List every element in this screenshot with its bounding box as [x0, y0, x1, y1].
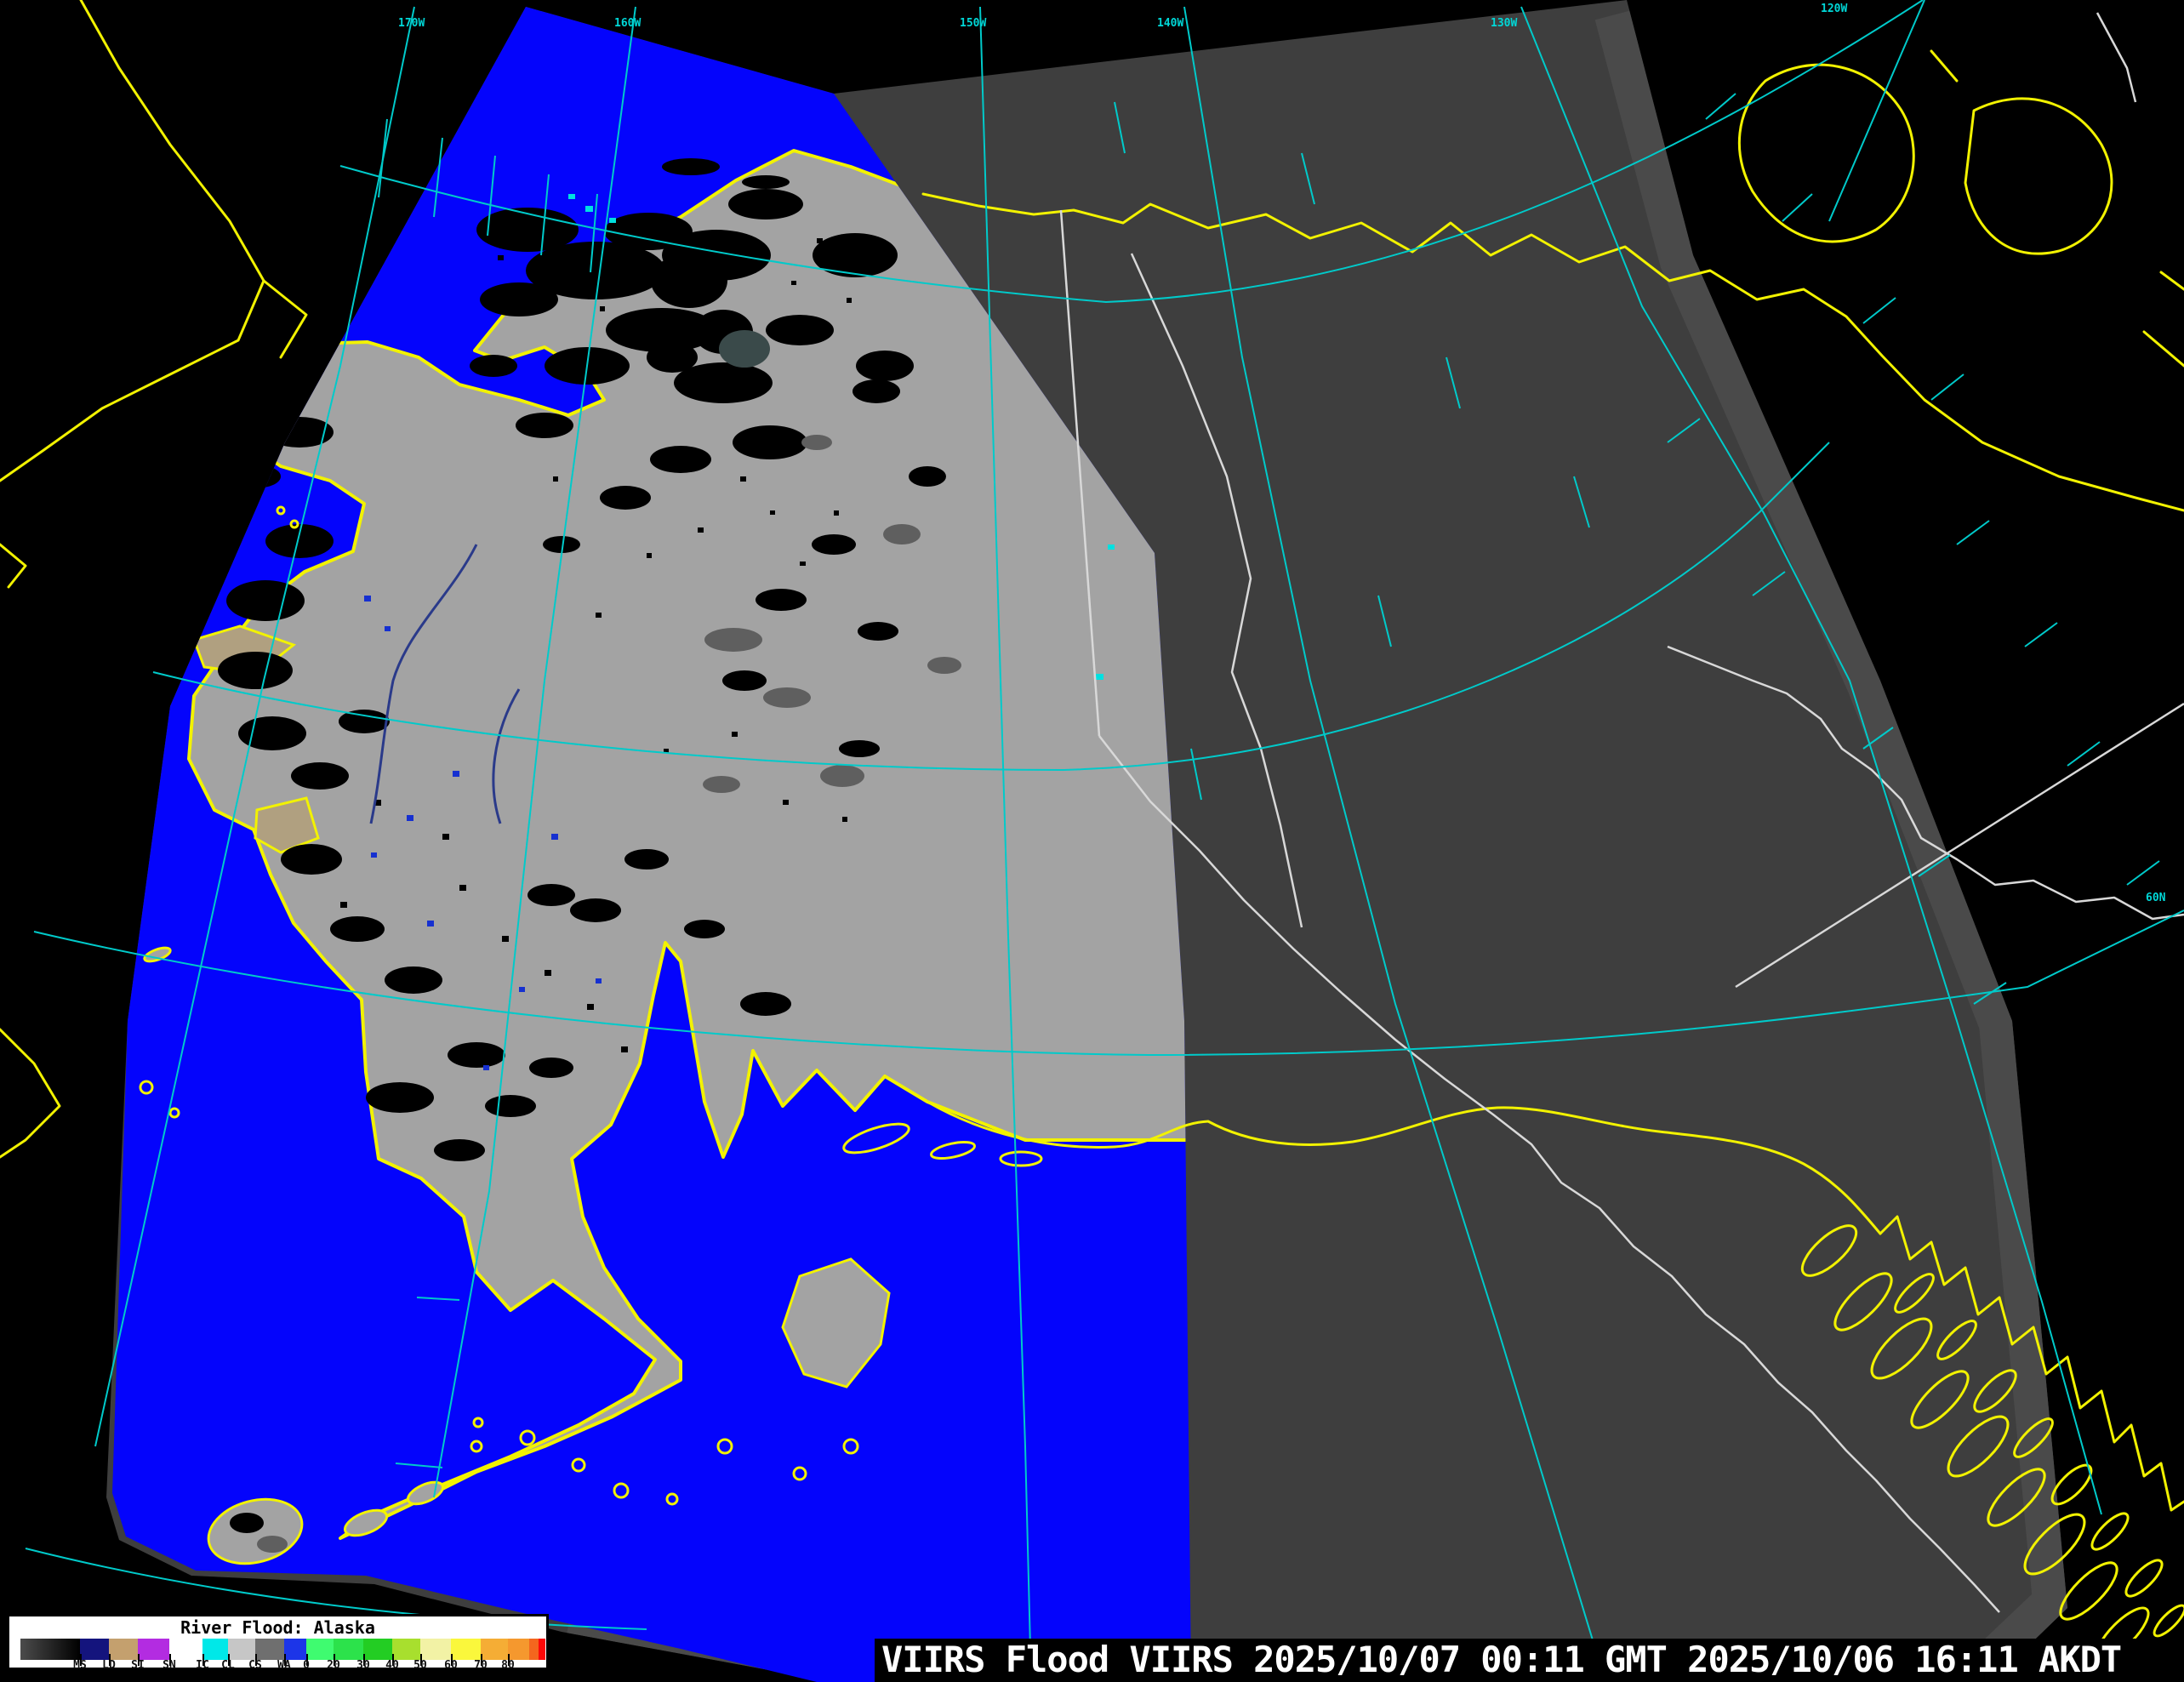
legend-tick-60	[451, 1654, 453, 1666]
legend-tick-50	[420, 1654, 422, 1666]
legend-tick-ms	[80, 1654, 82, 1666]
legend-patch-4	[169, 1639, 202, 1660]
legend-tick-cl	[228, 1654, 230, 1666]
legend-label-80: 80	[501, 1659, 515, 1672]
legend-tick-sn	[169, 1654, 171, 1666]
timestamp-banner: VIIRS Flood VIIRS 2025/10/07 00:11 GMT 2…	[875, 1639, 2184, 1682]
legend-patch-5	[202, 1639, 228, 1660]
border-60n	[1735, 702, 2184, 989]
legend-patch-11	[363, 1639, 392, 1660]
legend-label-50: 50	[413, 1659, 427, 1672]
meridian-150w	[979, 6, 1032, 1682]
legend-title: River Flood: Alaska	[180, 1617, 375, 1638]
legend-label-ic: IC	[196, 1659, 209, 1672]
meridian-140w	[1183, 6, 1606, 1682]
coord-label-130w: 130W	[1491, 17, 1518, 30]
legend-patch-9	[306, 1639, 334, 1660]
legend-label-70: 70	[474, 1659, 488, 1672]
meridian-170w	[94, 6, 415, 1447]
legend-tick-70	[481, 1654, 482, 1666]
coord-label-150w: 150W	[960, 17, 987, 30]
legend-label-40: 40	[385, 1659, 399, 1672]
coord-label-170w: 170W	[398, 17, 425, 30]
legend-patch-1	[80, 1639, 109, 1660]
parallel-70n	[339, 0, 1924, 304]
rivers	[369, 544, 521, 824]
legend-label-30: 30	[356, 1659, 370, 1672]
legend-patch-13	[420, 1639, 451, 1660]
lakes	[364, 596, 602, 1070]
graticule	[25, 0, 2184, 1682]
border-yukon-nwt	[1130, 253, 1303, 928]
legend-tick-ld	[109, 1654, 111, 1666]
coord-label-140w: 140W	[1157, 17, 1184, 30]
alaska-landmass	[187, 149, 1191, 1540]
parallel-55n	[25, 1548, 647, 1630]
legend-label-ms: MS	[73, 1659, 87, 1672]
legend-tick-30	[363, 1654, 365, 1666]
meridian-160w	[433, 6, 636, 1498]
panhandle-islands	[1800, 1224, 2184, 1661]
legend-patch-2	[109, 1639, 138, 1660]
legend-tick-40	[392, 1654, 394, 1666]
legend-tick-si	[138, 1654, 140, 1666]
meridian-130w	[1520, 6, 2102, 1515]
timestamp-text: VIIRS Flood VIIRS 2025/10/07 00:11 GMT 2…	[881, 1639, 2122, 1680]
legend-patch-8	[284, 1639, 306, 1660]
legend-label-cl: CL	[221, 1659, 235, 1672]
legend-label-si: SI	[131, 1659, 145, 1672]
legend-label-ld: LD	[102, 1659, 116, 1672]
legend-label-60: 60	[444, 1659, 458, 1672]
terrain-shadow-patches	[257, 330, 961, 1553]
legend-patch-0	[20, 1639, 80, 1660]
coord-label-120w: 120W	[1821, 3, 1848, 15]
legend-color-bar: MS LD SI SN IC CL CS WA 0 20 30 40 50 60 70 80	[9, 1639, 546, 1672]
legend-patch-15	[481, 1639, 508, 1660]
parallel-65n	[152, 442, 1830, 772]
border-panhandle	[1098, 735, 2000, 1613]
legend-box: River Flood: Alaska MS LD SI SN IC CL CS WA 0 20 3…	[7, 1614, 549, 1672]
legend-label-sn: SN	[163, 1659, 176, 1672]
legend-label-cs: CS	[248, 1659, 262, 1672]
border-141w	[1059, 209, 1101, 737]
legend-patch-12	[392, 1639, 420, 1660]
legend-tick-20	[334, 1654, 335, 1666]
legend-tick-wa	[284, 1654, 286, 1666]
coord-label-160w: 160W	[614, 17, 642, 30]
legend-tick-0	[306, 1654, 308, 1666]
legend-label-0: 0	[303, 1659, 310, 1672]
legend-patch-6	[228, 1639, 255, 1660]
border-bc-jagged	[1667, 645, 2184, 921]
legend-patch-7	[255, 1639, 284, 1660]
legend-patch-17	[529, 1639, 539, 1660]
legend-patch-10	[334, 1639, 363, 1660]
coord-label-60n: 60N	[2146, 892, 2166, 904]
legend-tick-ic	[202, 1654, 204, 1666]
legend-tick-cs	[255, 1654, 257, 1666]
parallel-60n	[33, 909, 2184, 1057]
legend-label-20: 20	[327, 1659, 340, 1672]
legend-tick-80	[508, 1654, 510, 1666]
legend-patch-16	[508, 1639, 529, 1660]
legend-patch-3	[138, 1639, 169, 1660]
legend-label-wa: WA	[277, 1659, 291, 1672]
borders	[1059, 12, 2184, 1613]
legend-patch-14	[451, 1639, 481, 1660]
legend-patch-18	[539, 1639, 545, 1660]
meridian-120w	[1828, 0, 1925, 222]
